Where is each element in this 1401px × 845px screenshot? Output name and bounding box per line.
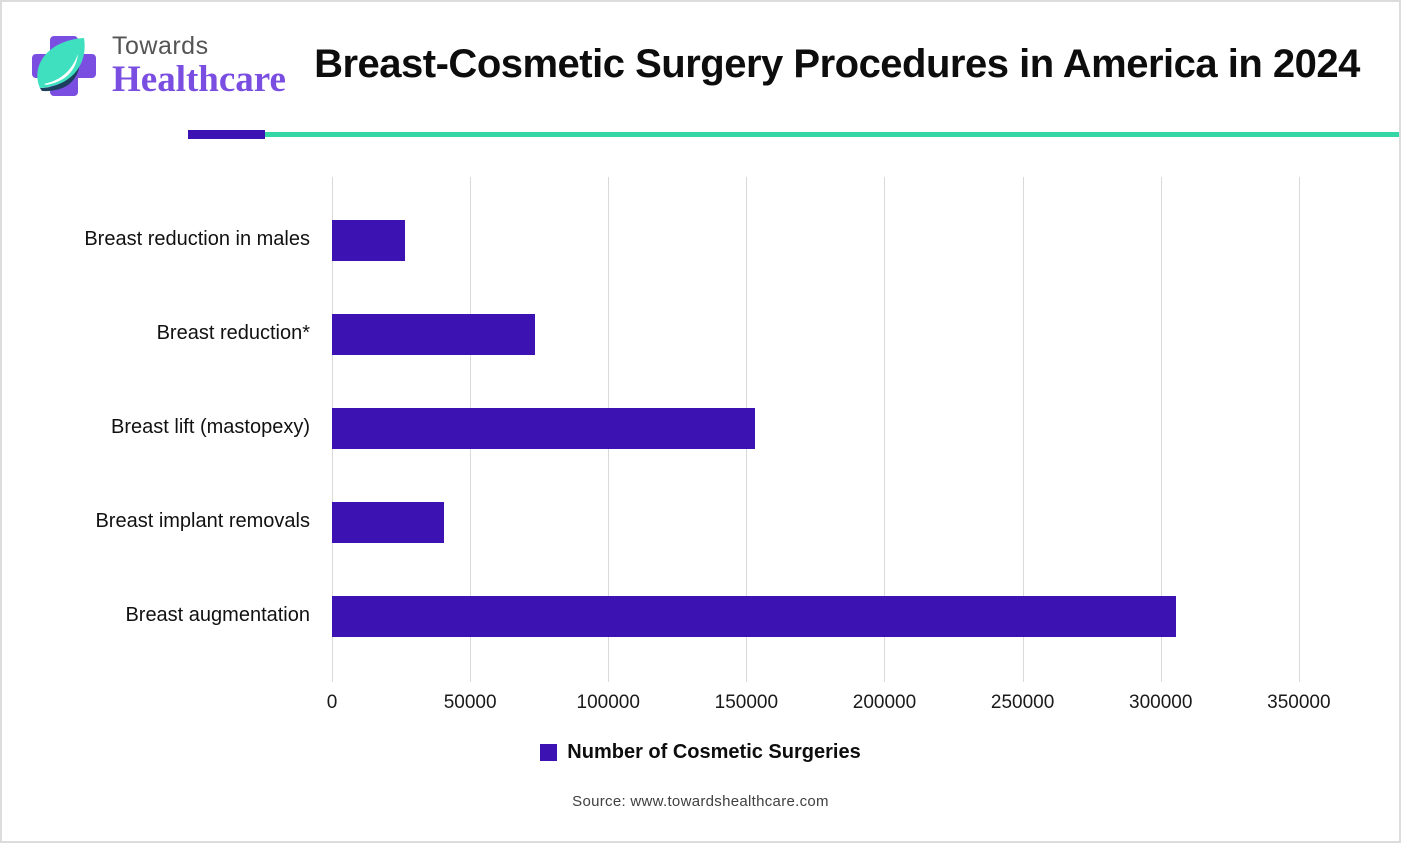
bar-breast-lift-mastopexy — [332, 408, 755, 449]
category-label: Breast reduction in males — [2, 228, 310, 251]
bar-breast-reduction — [332, 314, 535, 355]
category-label: Breast reduction* — [2, 322, 310, 345]
x-tick-label: 150000 — [696, 692, 796, 714]
x-tick-label: 350000 — [1249, 692, 1349, 714]
x-tick-label: 200000 — [834, 692, 934, 714]
x-tick-label: 50000 — [420, 692, 520, 714]
source-text: Source: www.towardshealthcare.com — [2, 793, 1399, 810]
legend-label: Number of Cosmetic Surgeries — [567, 741, 860, 764]
x-tick-label: 250000 — [973, 692, 1073, 714]
category-label: Breast augmentation — [2, 604, 310, 627]
legend-swatch — [540, 744, 557, 761]
bar-breast-augmentation — [332, 596, 1176, 637]
category-label: Breast lift (mastopexy) — [2, 416, 310, 439]
bar-breast-reduction-in-males — [332, 220, 405, 261]
x-tick-label: 300000 — [1111, 692, 1211, 714]
gridline-350000 — [1299, 177, 1300, 682]
legend: Number of Cosmetic Surgeries — [2, 741, 1399, 764]
x-tick-label: 100000 — [558, 692, 658, 714]
category-label: Breast implant removals — [2, 510, 310, 533]
x-tick-label: 0 — [282, 692, 382, 714]
bar-breast-implant-removals — [332, 502, 444, 543]
